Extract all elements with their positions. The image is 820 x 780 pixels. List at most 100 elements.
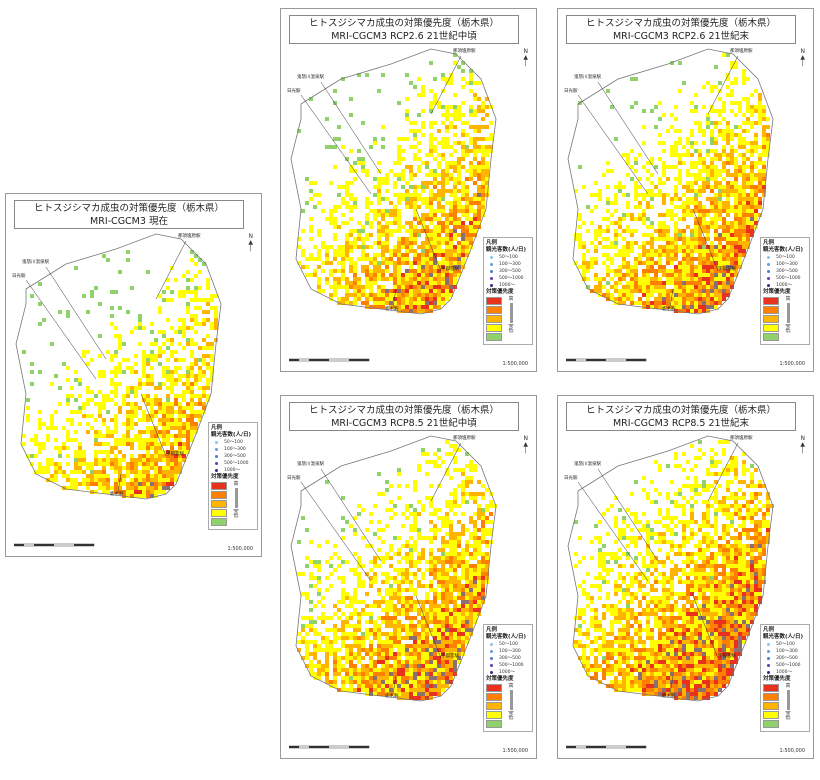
map-cell — [190, 354, 194, 358]
map-cell — [166, 346, 170, 350]
map-cell — [401, 197, 405, 201]
map-cell — [333, 257, 337, 261]
map-cell — [405, 273, 409, 277]
map-cell — [182, 394, 186, 398]
map-cell — [174, 474, 178, 478]
map-cell — [445, 500, 449, 504]
map-cell — [714, 121, 718, 125]
map-cell — [698, 285, 702, 289]
map-cell — [429, 233, 433, 237]
map-cell — [654, 229, 658, 233]
map-cell — [429, 564, 433, 568]
map-cell — [162, 406, 166, 410]
map-cell — [421, 201, 425, 205]
map-cell — [726, 125, 730, 129]
map-cell — [30, 362, 34, 366]
map-cell — [477, 544, 481, 548]
map-cell — [78, 482, 82, 486]
map-cell — [734, 229, 738, 233]
map-cell — [730, 269, 734, 273]
map-cell — [445, 233, 449, 237]
map-cell — [325, 257, 329, 261]
map-cell — [397, 197, 401, 201]
map-cell — [718, 113, 722, 117]
map-cell — [353, 640, 357, 644]
map-cell — [186, 390, 190, 394]
map-cell — [365, 672, 369, 676]
map-cell — [630, 233, 634, 237]
map-cell — [582, 261, 586, 265]
map-cell — [473, 173, 477, 177]
map-cell — [373, 648, 377, 652]
map-cell — [178, 462, 182, 466]
map-cell — [417, 245, 421, 249]
map-cell — [389, 484, 393, 488]
map-cell — [453, 444, 457, 448]
map-cell — [397, 668, 401, 672]
map-cell — [658, 265, 662, 269]
map-cell — [401, 692, 405, 696]
map-cell — [421, 305, 425, 309]
map-cell — [405, 237, 409, 241]
map-cell — [690, 181, 694, 185]
map-cell — [301, 572, 305, 576]
map-cell — [345, 636, 349, 640]
map-cell — [369, 648, 373, 652]
map-cell — [449, 492, 453, 496]
map-cell — [429, 257, 433, 261]
map-cell — [321, 672, 325, 676]
map-cell — [674, 245, 678, 249]
map-cell — [405, 612, 409, 616]
map-cell — [86, 478, 90, 482]
map-cell — [337, 660, 341, 664]
map-cell — [642, 209, 646, 213]
map-cell — [465, 245, 469, 249]
map-cell — [365, 257, 369, 261]
map-cell — [477, 592, 481, 596]
map-cell — [130, 490, 134, 494]
map-cell — [202, 362, 206, 366]
map-cell — [142, 462, 146, 466]
map-cell — [461, 69, 465, 73]
map-cell — [357, 624, 361, 628]
map-cell — [413, 189, 417, 193]
map-cell — [686, 249, 690, 253]
map-cell — [730, 265, 734, 269]
map-cell — [174, 458, 178, 462]
map-cell — [449, 544, 453, 548]
map-cell — [162, 350, 166, 354]
map-cell — [361, 536, 365, 540]
legend-density-item: 100～300 — [486, 648, 530, 655]
map-cell — [489, 532, 493, 536]
map-cell — [373, 664, 377, 668]
map-cell — [690, 293, 694, 297]
map-cell — [694, 273, 698, 277]
map-cell — [441, 77, 445, 81]
map-cell — [758, 177, 762, 181]
map-cell — [405, 624, 409, 628]
map-cell — [758, 185, 762, 189]
map-cell — [698, 440, 702, 444]
map-cell — [614, 253, 618, 257]
map-cell — [662, 297, 666, 301]
map-cell — [174, 382, 178, 386]
map-cell — [694, 225, 698, 229]
map-cell — [654, 185, 658, 189]
map-cell — [345, 688, 349, 692]
map-cell — [437, 580, 441, 584]
map-cell — [126, 366, 130, 370]
map-cell — [425, 301, 429, 305]
map-cell — [162, 374, 166, 378]
map-cell — [190, 258, 194, 262]
map-cell — [389, 588, 393, 592]
map-cell — [405, 241, 409, 245]
map-cell — [457, 556, 461, 560]
map-cell — [754, 221, 758, 225]
map-cell — [190, 342, 194, 346]
map-cell — [714, 305, 718, 309]
map-cell — [477, 137, 481, 141]
map-cell — [618, 221, 622, 225]
legend-density-item: 300～500 — [211, 453, 255, 460]
map-cell — [353, 596, 357, 600]
map-cell — [730, 221, 734, 225]
